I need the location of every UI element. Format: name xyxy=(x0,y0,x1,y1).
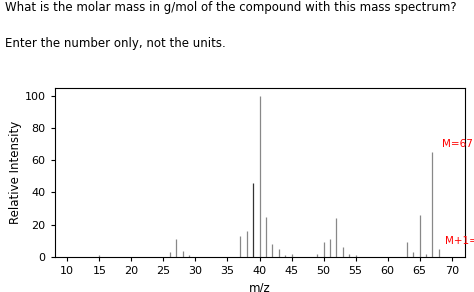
Y-axis label: Relative Intensity: Relative Intensity xyxy=(9,121,22,224)
Text: Enter the number only, not the units.: Enter the number only, not the units. xyxy=(5,36,226,50)
Text: M+1=68: M+1=68 xyxy=(445,236,474,246)
X-axis label: m/z: m/z xyxy=(249,281,270,292)
Text: M=67: M=67 xyxy=(442,139,473,149)
Text: What is the molar mass in g/mol of the compound with this mass spectrum?: What is the molar mass in g/mol of the c… xyxy=(5,1,456,15)
